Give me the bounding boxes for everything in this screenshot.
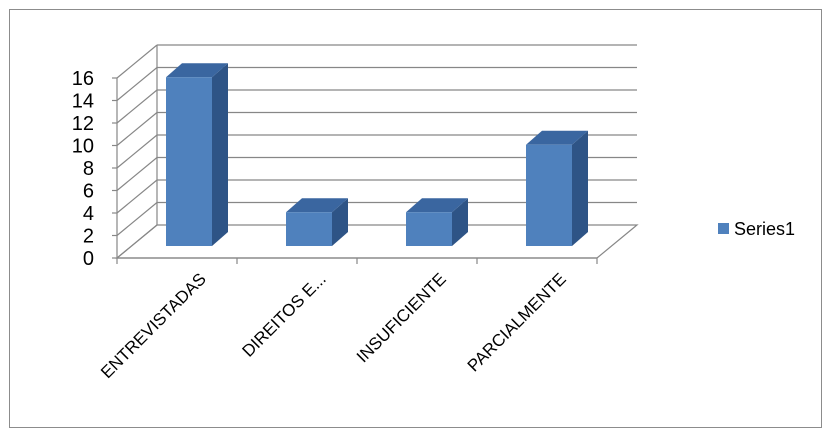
- y-tick-label: 6: [83, 181, 94, 203]
- category-label: DIREITOS E...: [238, 269, 329, 360]
- y-tick-label: 2: [83, 226, 94, 248]
- y-tick-label: 10: [72, 136, 94, 158]
- bar: [406, 198, 468, 246]
- bar-side: [212, 63, 228, 246]
- y-tick-label: 0: [83, 248, 94, 270]
- legend-label-series1: Series1: [734, 219, 795, 239]
- axes: [112, 77, 598, 264]
- bars: [166, 63, 588, 246]
- y-tick-label: 16: [72, 68, 94, 90]
- bar-front: [406, 212, 452, 246]
- gridline-side: [116, 224, 158, 259]
- gridline-side: [116, 202, 158, 236]
- bar-top: [286, 198, 348, 213]
- gridline-side: [116, 179, 158, 214]
- gridline-side: [116, 44, 158, 79]
- bar-front: [526, 144, 572, 246]
- y-tick-label: 14: [72, 91, 94, 113]
- gridline-side: [116, 89, 158, 124]
- y-tick-label: 8: [83, 158, 94, 180]
- legend: Series1: [718, 219, 795, 239]
- gridline-side: [116, 157, 158, 191]
- legend-swatch-series1: [718, 223, 729, 234]
- bar-front: [166, 77, 212, 246]
- bar-top: [166, 63, 228, 78]
- bar-front: [286, 212, 332, 246]
- category-label: PARCIALMENTE: [464, 269, 570, 375]
- y-tick-label: 4: [83, 203, 94, 225]
- category-label: ENTREVISTADAS: [97, 269, 210, 382]
- bar-top: [526, 130, 588, 145]
- bar: [286, 198, 348, 246]
- bar: [166, 63, 228, 246]
- bar-side: [572, 130, 588, 246]
- gridline-side: [116, 112, 158, 146]
- bar-side: [452, 198, 468, 246]
- bar-top: [406, 198, 468, 213]
- y-tick-label: 12: [72, 113, 94, 135]
- category-label: INSUFICIENTE: [353, 269, 450, 366]
- gridline-side: [116, 134, 158, 169]
- gridline-side: [116, 67, 158, 101]
- bar-side: [332, 198, 348, 246]
- category-labels: ENTREVISTADAS DIREITOS E... INSUFICIENTE PA…: [97, 269, 570, 382]
- bar: [526, 130, 588, 246]
